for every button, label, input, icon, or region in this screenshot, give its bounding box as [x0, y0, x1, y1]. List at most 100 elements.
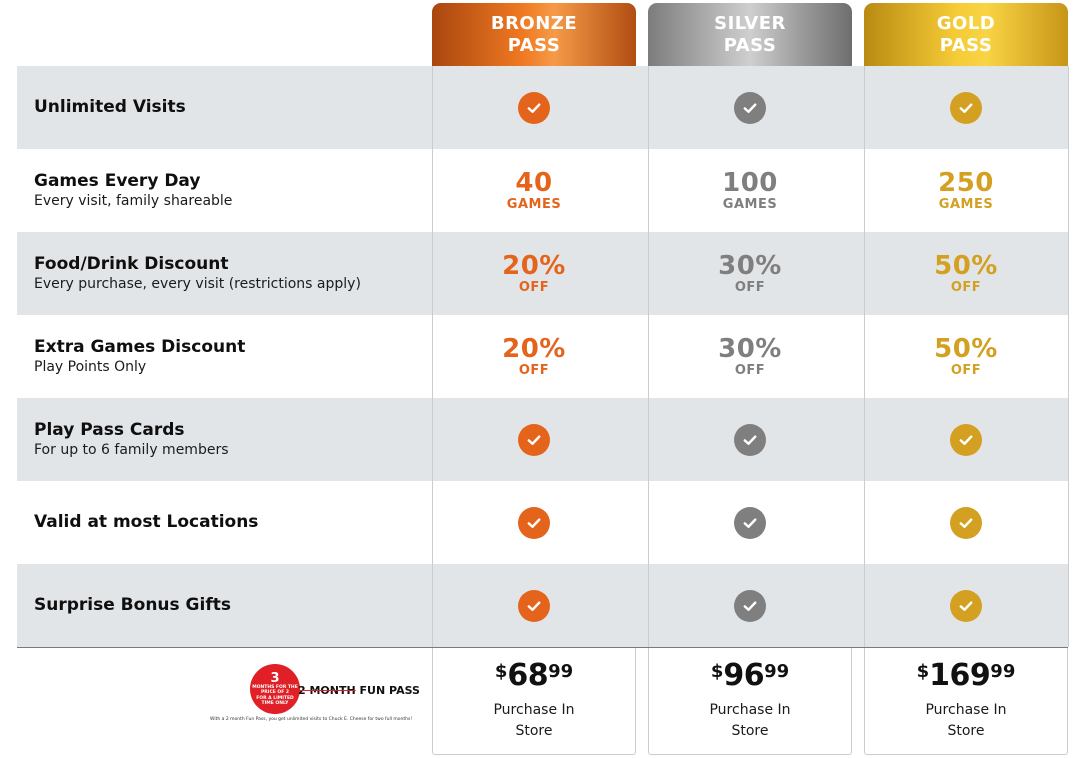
value-number: 100	[722, 167, 778, 198]
silver-pass-header: SILVER PASS	[648, 3, 852, 66]
check-circle-icon	[518, 506, 550, 539]
column-divider	[1068, 481, 1069, 564]
value-unit: OFF	[518, 279, 550, 295]
value-unit: GAMES	[938, 196, 994, 212]
value-number: 20%	[502, 250, 566, 281]
silver-cell	[648, 564, 852, 647]
bronze-header-line1: BRONZE	[490, 12, 578, 34]
silver-cell: 30% OFF	[648, 315, 852, 398]
gold-header-line1: GOLD	[936, 12, 996, 34]
check-circle-icon	[734, 91, 766, 124]
value-number: 250	[938, 167, 994, 198]
check-circle-icon	[518, 589, 550, 622]
feature-title: Valid at most Locations	[34, 512, 259, 532]
column-divider	[1068, 149, 1069, 232]
value-number: 50%	[934, 333, 998, 364]
gold-cell: 50% OFF	[864, 315, 1068, 398]
column-divider	[864, 232, 865, 315]
feature-title: Surprise Bonus Gifts	[34, 595, 231, 615]
promo-badge-line4: TIME ONLY	[261, 701, 289, 706]
value-unit: GAMES	[722, 196, 778, 212]
value-unit: OFF	[518, 362, 550, 378]
feature-label: Extra Games Discount Play Points Only	[34, 315, 245, 398]
column-divider	[648, 66, 649, 149]
feature-title: Games Every Day	[34, 171, 201, 191]
check-circle-icon	[518, 423, 550, 456]
column-divider	[1068, 315, 1069, 398]
price-divider	[17, 647, 1068, 648]
value-number: 30%	[718, 250, 782, 281]
column-divider	[648, 481, 649, 564]
bronze-cell: 40 GAMES	[432, 149, 636, 232]
silver-cell: 100 GAMES	[648, 149, 852, 232]
feature-row: Extra Games Discount Play Points Only 20% O…	[17, 315, 1069, 398]
value-unit: GAMES	[506, 196, 562, 212]
silver-cell	[648, 481, 852, 564]
feature-title: Play Pass Cards	[34, 420, 185, 440]
column-divider	[864, 149, 865, 232]
column-divider	[432, 66, 433, 149]
column-divider	[864, 481, 865, 564]
price-whole: 68	[507, 658, 549, 693]
bronze-cell	[432, 564, 636, 647]
promo-note: With a 2 month Fun Pass, you get unlimit…	[210, 717, 413, 722]
silver-cell	[648, 398, 852, 481]
column-divider	[864, 564, 865, 647]
silver-purchase-text: Purchase In Store	[709, 700, 790, 742]
column-divider	[1068, 398, 1069, 481]
feature-label: Play Pass Cards For up to 6 family member…	[34, 398, 229, 481]
check-circle-icon	[518, 91, 550, 124]
value-unit: OFF	[734, 362, 766, 378]
price-cents: 99	[990, 661, 1016, 682]
gold-purchase-text: Purchase In Store	[925, 700, 1006, 742]
bronze-price: $68 99	[495, 660, 573, 692]
column-divider	[648, 564, 649, 647]
price-whole: 169	[929, 658, 991, 693]
purchase-line1: Purchase In	[493, 702, 575, 718]
price-whole: 96	[723, 658, 765, 693]
column-divider	[432, 149, 433, 232]
column-divider	[432, 232, 433, 315]
gold-cell	[864, 564, 1068, 647]
promo-badge: 3 MONTHS FOR THE PRICE OF 2 FOR A LIMITE…	[250, 664, 300, 714]
column-divider	[1068, 564, 1069, 647]
silver-price-box: $96 99 Purchase In Store	[648, 648, 852, 755]
column-divider	[432, 315, 433, 398]
column-divider	[432, 564, 433, 647]
gold-price-box: $169 99 Purchase In Store	[864, 648, 1068, 755]
bronze-cell	[432, 398, 636, 481]
feature-row: Unlimited Visits	[17, 66, 1069, 149]
gold-cell	[864, 66, 1068, 149]
silver-price: $96 99	[711, 660, 789, 692]
silver-header-line1: SILVER	[714, 12, 786, 34]
price-currency: $	[494, 661, 508, 682]
price-cents: 99	[764, 661, 790, 682]
value-number: 20%	[502, 333, 566, 364]
check-circle-icon	[950, 589, 982, 622]
value-unit: OFF	[734, 279, 766, 295]
column-divider	[648, 315, 649, 398]
gold-price: $169 99	[917, 660, 1016, 692]
price-currency: $	[916, 661, 930, 682]
feature-title: Extra Games Discount	[34, 337, 246, 357]
promo-title: 2 MONTH FUN PASS	[298, 684, 420, 697]
gold-cell	[864, 398, 1068, 481]
promo-badge-number: 3	[270, 670, 280, 686]
gold-pass-header: GOLD PASS	[864, 3, 1068, 66]
silver-header-line2: PASS	[723, 34, 777, 56]
column-divider	[1068, 232, 1069, 315]
column-divider	[432, 481, 433, 564]
feature-label: Food/Drink Discount Every purchase, every…	[34, 232, 361, 315]
column-divider	[864, 66, 865, 149]
purchase-line1: Purchase In	[709, 702, 791, 718]
price-cents: 99	[548, 661, 574, 682]
silver-cell	[648, 66, 852, 149]
silver-cell: 30% OFF	[648, 232, 852, 315]
purchase-line2: Store	[947, 723, 985, 739]
feature-label: Valid at most Locations	[34, 481, 258, 564]
purchase-line2: Store	[731, 723, 769, 739]
column-divider	[864, 315, 865, 398]
column-divider	[648, 398, 649, 481]
bronze-cell: 20% OFF	[432, 315, 636, 398]
check-circle-icon	[734, 506, 766, 539]
